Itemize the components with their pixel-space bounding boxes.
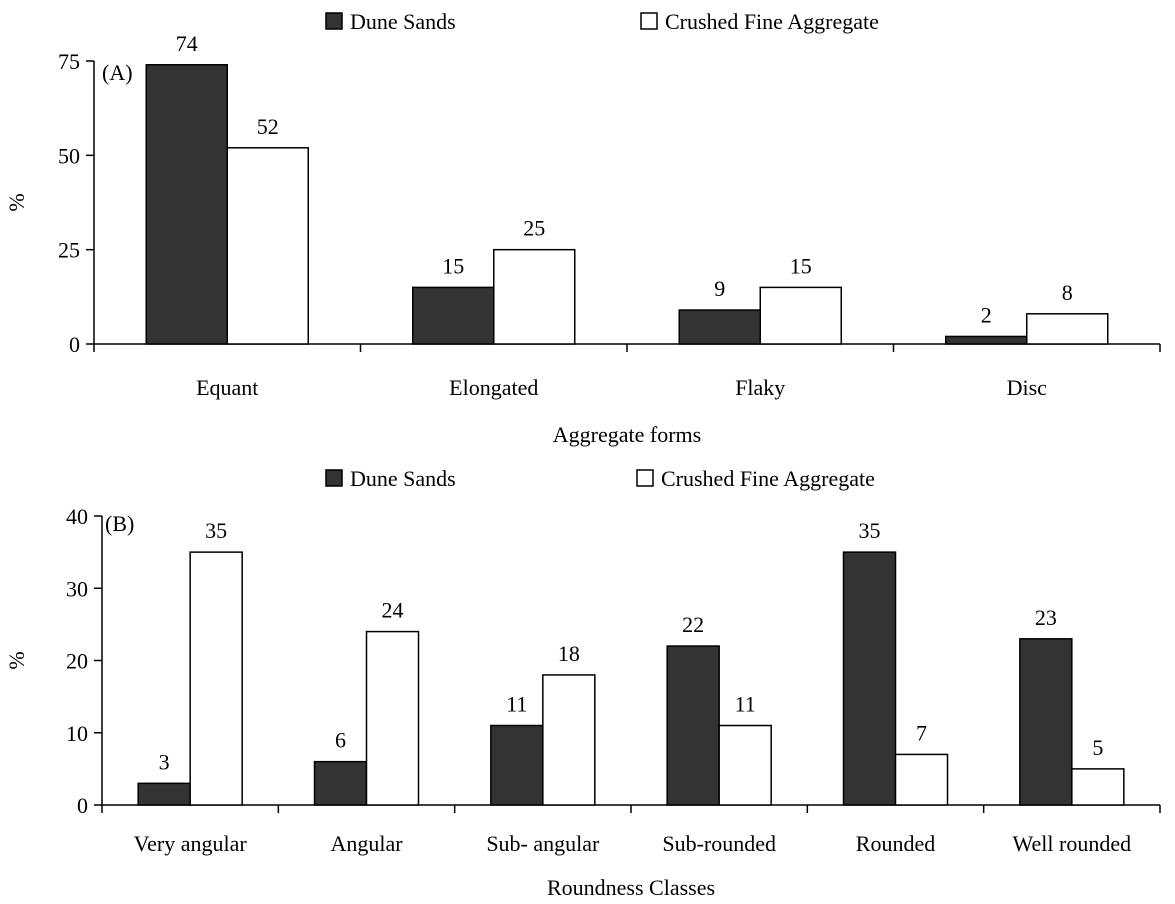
data-label: 6: [335, 728, 346, 753]
data-label: 11: [735, 692, 756, 717]
bar-crushed-fine-aggregate: [493, 248, 576, 345]
bar-crushed-fine-aggregate: [365, 630, 420, 806]
x-category-label: Elongated: [449, 375, 538, 400]
data-label: 22: [682, 612, 704, 637]
bar-crushed-fine-aggregate: [189, 551, 243, 806]
data-label: 7: [916, 720, 927, 745]
bar-dune-sands: [145, 64, 228, 345]
data-label: 11: [506, 692, 527, 717]
bar-dune-sands: [1019, 638, 1073, 806]
x-category-label: Flaky: [735, 375, 785, 400]
bar-dune-sands: [678, 309, 761, 345]
legend-swatch: [325, 469, 343, 487]
y-tick-label: 10: [66, 721, 88, 746]
x-axis-title: Aggregate forms: [553, 422, 701, 447]
y-tick-label: 25: [58, 238, 80, 263]
panel-label: (B): [105, 511, 134, 536]
bar-dune-sands: [313, 760, 368, 806]
bar-crushed-fine-aggregate: [1026, 313, 1109, 345]
y-axis-title: %: [4, 193, 29, 211]
legend-swatch: [640, 12, 658, 30]
bar-crushed-fine-aggregate: [226, 147, 309, 345]
data-label: 35: [205, 518, 227, 543]
bar-crushed-fine-aggregate: [759, 286, 842, 345]
data-label: 9: [714, 276, 725, 301]
data-label: 74: [176, 31, 198, 56]
panel-label: (A): [102, 60, 133, 85]
legend-label: Dune Sands: [350, 9, 456, 34]
legend-label: Crushed Fine Aggregate: [661, 466, 875, 491]
y-tick-label: 30: [66, 576, 88, 601]
x-category-label: Well rounded: [1013, 831, 1132, 856]
x-category-label: Sub-rounded: [662, 831, 776, 856]
y-tick-label: 20: [66, 649, 88, 674]
y-axis-title: %: [4, 651, 29, 669]
y-tick-label: 75: [58, 49, 80, 74]
bar-crushed-fine-aggregate: [1071, 768, 1125, 806]
legend-label: Dune Sands: [350, 466, 456, 491]
bar-dune-sands: [945, 335, 1028, 345]
bar-dune-sands: [666, 645, 720, 806]
bar-crushed-fine-aggregate: [894, 753, 949, 806]
bar-crushed-fine-aggregate: [718, 724, 772, 806]
x-category-label: Rounded: [856, 831, 935, 856]
data-label: 52: [257, 114, 279, 139]
y-tick-label: 50: [58, 143, 80, 168]
legend-swatch: [636, 469, 654, 487]
data-label: 15: [442, 253, 464, 278]
x-axis-title: Roundness Classes: [547, 875, 715, 900]
bar-dune-sands: [412, 286, 495, 345]
data-label: 35: [859, 518, 881, 543]
legend-label: Crushed Fine Aggregate: [665, 9, 879, 34]
data-label: 2: [981, 302, 992, 327]
x-category-label: Disc: [1007, 375, 1048, 400]
data-label: 8: [1062, 280, 1073, 305]
data-label: 15: [790, 253, 812, 278]
data-label: 25: [523, 216, 545, 241]
bar-dune-sands: [842, 551, 897, 806]
x-category-label: Angular: [330, 831, 403, 856]
data-label: 18: [558, 641, 580, 666]
data-label: 5: [1092, 735, 1103, 760]
y-tick-label: 40: [66, 504, 88, 529]
bar-dune-sands: [490, 724, 544, 806]
x-category-label: Equant: [196, 375, 258, 400]
y-tick-label: 0: [69, 332, 80, 357]
bar-dune-sands: [137, 782, 191, 806]
x-category-label: Very angular: [134, 831, 248, 856]
y-tick-label: 0: [77, 793, 88, 818]
data-label: 3: [159, 749, 170, 774]
data-label: 23: [1035, 605, 1057, 630]
legend-swatch: [325, 12, 343, 30]
data-label: 24: [382, 598, 404, 623]
x-category-label: Sub- angular: [486, 831, 600, 856]
bar-crushed-fine-aggregate: [542, 674, 596, 806]
